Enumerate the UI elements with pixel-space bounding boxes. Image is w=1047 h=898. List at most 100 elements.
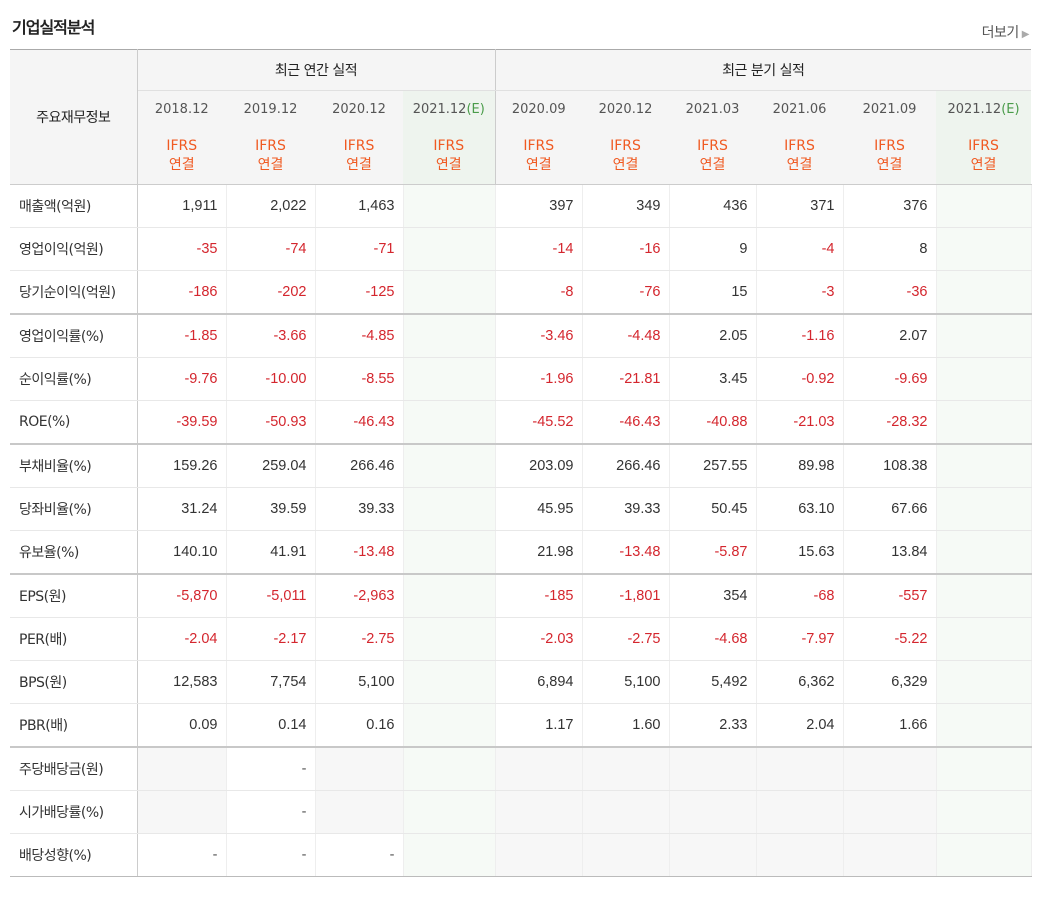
table-cell <box>403 790 496 834</box>
table-cell: 140.10 <box>137 530 227 575</box>
period-header: 2021.12(E) <box>936 90 1031 128</box>
row-label: ROE(%) <box>10 400 138 445</box>
estimate-mark: (E) <box>1001 102 1020 117</box>
table-cell: 159.26 <box>137 443 227 488</box>
row-label: 배당성향(%) <box>10 833 138 877</box>
table-cell: - <box>226 790 316 834</box>
table-cell: 6,329 <box>843 660 937 704</box>
table-cell <box>315 790 404 834</box>
period-header: 2020.09 <box>495 90 582 128</box>
consolidated-line: 연결 <box>435 157 462 173</box>
table-cell: -185 <box>495 573 583 618</box>
table-cell: -4.85 <box>315 313 404 358</box>
table-cell: 1.60 <box>582 703 670 748</box>
table-cell: 45.95 <box>495 487 583 531</box>
more-link[interactable]: 더보기 ▶ <box>981 22 1030 42</box>
table-cell: - <box>315 833 404 877</box>
table-cell: -40.88 <box>669 400 757 445</box>
table-cell: 354 <box>669 573 757 618</box>
table-cell: 8 <box>843 227 937 271</box>
row-label: PER(배) <box>10 617 138 661</box>
table-cell <box>403 660 496 704</box>
table-cell: -76 <box>582 270 670 315</box>
ifrs-badge: IFRS 연결 <box>495 128 582 185</box>
table-cell: 203.09 <box>495 443 583 488</box>
table-cell: 6,894 <box>495 660 583 704</box>
table-cell: -4 <box>756 227 844 271</box>
table-cell: -5.87 <box>669 530 757 575</box>
table-cell <box>936 703 1032 748</box>
table-cell: 21.98 <box>495 530 583 575</box>
table-row: PBR(배) 0.09 0.14 0.16 1.17 1.60 2.33 2.04 1.66 <box>10 703 1032 748</box>
period-header: 2020.12 <box>315 90 403 128</box>
row-label: 시가배당률(%) <box>10 790 138 834</box>
table-cell <box>669 746 757 791</box>
table-cell <box>582 746 670 791</box>
table-cell <box>403 313 496 358</box>
more-label: 더보기 <box>981 25 1020 41</box>
ifrs-badge: IFRS 연결 <box>669 128 756 185</box>
table-cell <box>936 443 1032 488</box>
table-row: 배당성향(%) - - - <box>10 833 1032 877</box>
row-label: 영업이익(억원) <box>10 227 138 271</box>
table-cell <box>936 400 1032 445</box>
consolidated-line: 연결 <box>525 157 552 173</box>
table-cell: 3.45 <box>669 357 757 401</box>
ifrs-badge: IFRS 연결 <box>936 128 1031 185</box>
period-header: 2021.06 <box>756 90 843 128</box>
table-cell <box>403 833 496 877</box>
table-cell: -1,801 <box>582 573 670 618</box>
ifrs-line: IFRS <box>523 138 555 154</box>
section-title: 기업실적분석 <box>12 18 95 37</box>
table-cell: 39.59 <box>226 487 316 531</box>
table-cell: -9.69 <box>843 357 937 401</box>
consolidated-line: 연결 <box>612 157 639 173</box>
table-cell: 371 <box>756 184 844 228</box>
table-row: 순이익률(%) -9.76 -10.00 -8.55 -1.96 -21.81 3.45 -0… <box>10 357 1032 401</box>
table-cell <box>843 833 937 877</box>
ifrs-line: IFRS <box>968 138 999 154</box>
table-cell <box>936 227 1032 271</box>
table-cell: -8.55 <box>315 357 404 401</box>
table-cell <box>936 660 1032 704</box>
table-cell: -8 <box>495 270 583 315</box>
group-annual: 최근 연간 실적 <box>137 49 496 91</box>
table-cell <box>843 746 937 791</box>
period-label: 2021.09 <box>862 102 917 117</box>
ifrs-badge: IFRS 연결 <box>843 128 936 185</box>
table-cell: -2.75 <box>582 617 670 661</box>
table-cell <box>403 184 496 228</box>
table-cell: -36 <box>843 270 937 315</box>
row-label: 부채비율(%) <box>10 443 138 488</box>
table-cell: -2.03 <box>495 617 583 661</box>
row-label: 당좌비율(%) <box>10 487 138 531</box>
table-row: 영업이익률(%) -1.85 -3.66 -4.85 -3.46 -4.48 2.05 -1.… <box>10 313 1032 358</box>
table-cell <box>495 833 583 877</box>
row-label: EPS(원) <box>10 573 138 618</box>
ifrs-line: IFRS <box>874 138 905 154</box>
table-cell: 2.33 <box>669 703 757 748</box>
table-cell: -13.48 <box>315 530 404 575</box>
period-row: 2018.12 2019.12 2020.12 2021.12(E) 2020.09 20… <box>10 90 1031 128</box>
table-row: 주당배당금(원) - <box>10 746 1032 791</box>
table-cell: 1.66 <box>843 703 937 748</box>
table-cell: 9 <box>669 227 757 271</box>
table-body: 매출액(억원) 1,911 2,022 1,463 397 349 436 371 376 영업이… <box>10 184 1032 877</box>
table-cell: 397 <box>495 184 583 228</box>
table-cell <box>936 530 1032 575</box>
table-cell: -74 <box>226 227 316 271</box>
table-cell <box>843 790 937 834</box>
table-cell: 257.55 <box>669 443 757 488</box>
ifrs-badge: IFRS 연결 <box>582 128 669 185</box>
table-cell: -35 <box>137 227 227 271</box>
consolidated-line: 연결 <box>699 157 726 173</box>
table-row: 시가배당률(%) - <box>10 790 1032 834</box>
period-header: 2018.12 <box>137 90 226 128</box>
group-quarterly: 최근 분기 실적 <box>495 49 1031 91</box>
period-header: 2021.12(E) <box>403 90 496 128</box>
table-cell: -45.52 <box>495 400 583 445</box>
table-cell: -5,011 <box>226 573 316 618</box>
table-cell: 31.24 <box>137 487 227 531</box>
table-cell: -5.22 <box>843 617 937 661</box>
table-cell: 266.46 <box>315 443 404 488</box>
